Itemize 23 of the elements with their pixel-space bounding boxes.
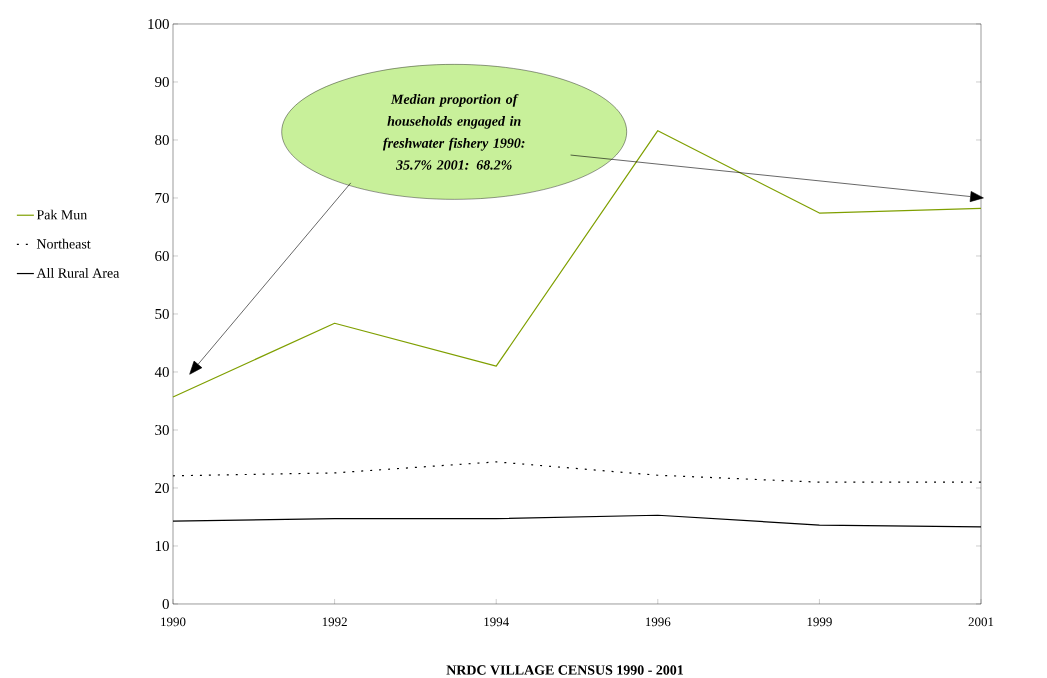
y-tick-label: 10 [155, 540, 169, 552]
y-tick-label: 100 [148, 18, 169, 30]
x-tick-label: 1990 [161, 617, 186, 627]
y-tick-label: 50 [155, 308, 169, 320]
y-tick-label: 60 [155, 250, 169, 262]
y-tick-label: 80 [155, 134, 169, 146]
y-tick-label: 70 [155, 192, 169, 204]
x-tick-label: 1994 [484, 617, 509, 627]
x-tick-label: 1996 [646, 617, 671, 627]
annotation: Median proportion of households engaged in freshwater fishery 1990: 35.7% 2001: 68.2% [382, 93, 525, 170]
y-tick-label: 90 [155, 76, 169, 88]
x-tick-label: 1999 [807, 617, 832, 627]
y-tick-label: 20 [155, 482, 169, 494]
x-tick-label: 2001 [968, 617, 994, 627]
legend-label: All Rural Area [36, 267, 120, 278]
legend-label: Pak Mun [36, 209, 88, 220]
y-tick-label: 30 [155, 424, 169, 436]
y-tick-label: 0 [162, 598, 169, 610]
legend-label: Northeast [36, 238, 91, 249]
x-axis-title: NRDC VILLAGE CENSUS 1990 - 2001 [446, 665, 684, 675]
y-tick-label: 40 [154, 366, 169, 378]
line-series [172, 130, 982, 398]
x-tick-label: 1992 [322, 617, 347, 627]
